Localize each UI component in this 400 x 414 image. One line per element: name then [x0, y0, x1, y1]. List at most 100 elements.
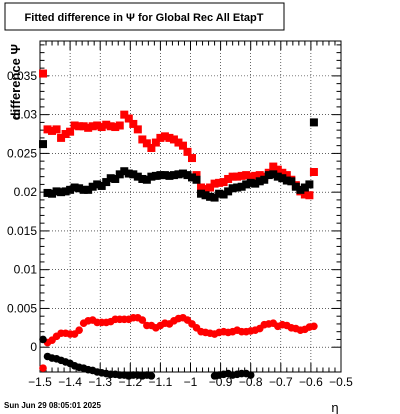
- square-marker: [88, 182, 97, 191]
- y-tick-label: 0.03: [14, 108, 38, 122]
- square-marker: [160, 132, 169, 141]
- square-marker: [215, 189, 224, 198]
- timestamp: Sun Jun 29 08:05:01 2025: [4, 401, 101, 410]
- x-tick-label: −0.6: [299, 375, 323, 389]
- circle-marker: [246, 371, 255, 379]
- square-marker: [224, 187, 233, 196]
- square-marker: [120, 167, 129, 176]
- x-tick-label: −0.5: [329, 375, 353, 389]
- square-marker: [151, 171, 160, 180]
- square-marker: [111, 123, 120, 132]
- square-marker: [115, 121, 124, 130]
- square-marker: [197, 189, 206, 198]
- title-box: [4, 2, 285, 31]
- x-axis-label: η: [331, 400, 338, 414]
- square-marker: [115, 170, 124, 179]
- chart-title: Fitted difference in Ψ for Global Rec Al…: [25, 12, 264, 24]
- square-marker: [291, 182, 300, 191]
- square-marker: [79, 122, 88, 131]
- square-marker: [43, 188, 52, 197]
- square-marker: [251, 171, 260, 180]
- square-marker: [70, 121, 79, 130]
- x-tick-label: −0.7: [269, 375, 293, 389]
- square-marker: [178, 141, 187, 150]
- circle-marker: [75, 326, 83, 334]
- square-marker: [269, 162, 278, 171]
- square-marker: [255, 177, 264, 186]
- square-marker: [142, 139, 151, 148]
- square-marker: [192, 171, 201, 180]
- square-marker: [142, 175, 151, 184]
- square-marker: [201, 191, 210, 200]
- square-marker: [278, 168, 287, 177]
- square-marker: [66, 185, 75, 194]
- square-marker: [260, 175, 269, 184]
- square-marker: [88, 122, 97, 131]
- circle-marker: [138, 316, 147, 324]
- square-marker: [111, 174, 120, 183]
- square-marker: [242, 180, 251, 189]
- square-marker: [174, 138, 183, 147]
- y-axis-label: difference Ψ: [8, 44, 23, 120]
- square-marker: [255, 171, 264, 180]
- square-marker: [242, 171, 251, 180]
- square-marker: [282, 171, 291, 180]
- square-marker: [273, 172, 282, 181]
- square-marker: [192, 175, 201, 184]
- square-marker: [79, 185, 88, 194]
- square-marker: [165, 133, 174, 142]
- square-marker: [66, 127, 75, 136]
- square-marker: [120, 110, 129, 119]
- square-marker: [309, 118, 318, 127]
- square-marker: [93, 121, 102, 130]
- x-tick-label: −1.5: [28, 375, 52, 389]
- square-marker: [156, 171, 165, 180]
- circle-marker: [310, 322, 318, 331]
- square-marker: [39, 69, 48, 78]
- square-marker: [246, 178, 255, 187]
- square-marker: [133, 125, 142, 134]
- y-tick-label: 0.02: [14, 185, 38, 199]
- square-marker: [75, 184, 84, 193]
- square-marker: [97, 123, 106, 132]
- square-marker: [106, 122, 115, 131]
- square-marker: [237, 171, 246, 180]
- square-marker: [84, 123, 93, 132]
- square-marker: [206, 183, 215, 192]
- square-marker: [215, 178, 224, 187]
- square-marker: [124, 114, 133, 123]
- square-marker: [300, 190, 309, 199]
- grid-lines: [40, 41, 341, 372]
- square-marker: [287, 177, 296, 186]
- square-marker: [147, 172, 156, 181]
- square-marker: [278, 174, 287, 183]
- square-marker: [124, 169, 133, 178]
- square-marker: [57, 133, 66, 142]
- square-marker: [39, 140, 48, 149]
- square-marker: [70, 183, 79, 192]
- square-marker: [309, 168, 318, 177]
- square-marker: [228, 184, 237, 193]
- square-marker: [52, 187, 61, 196]
- square-marker: [61, 130, 70, 139]
- square-marker: [197, 183, 206, 192]
- y-tick-label: 0.015: [7, 224, 37, 238]
- square-marker: [160, 171, 169, 180]
- square-marker: [84, 185, 93, 194]
- y-tick-label: 0.025: [7, 146, 37, 160]
- square-marker: [129, 119, 138, 128]
- square-marker: [183, 147, 192, 156]
- square-marker: [106, 174, 115, 183]
- x-tick-label: −1: [184, 375, 198, 389]
- square-marker: [273, 165, 282, 174]
- circle-marker: [147, 372, 156, 380]
- square-marker: [133, 172, 142, 181]
- square-marker: [305, 191, 314, 200]
- circle-marker: [39, 364, 47, 372]
- data-markers: [39, 69, 318, 380]
- y-tick-label: 0.01: [14, 263, 38, 277]
- square-marker: [102, 120, 111, 129]
- square-marker: [233, 183, 242, 192]
- x-tick-label: −0.8: [239, 375, 263, 389]
